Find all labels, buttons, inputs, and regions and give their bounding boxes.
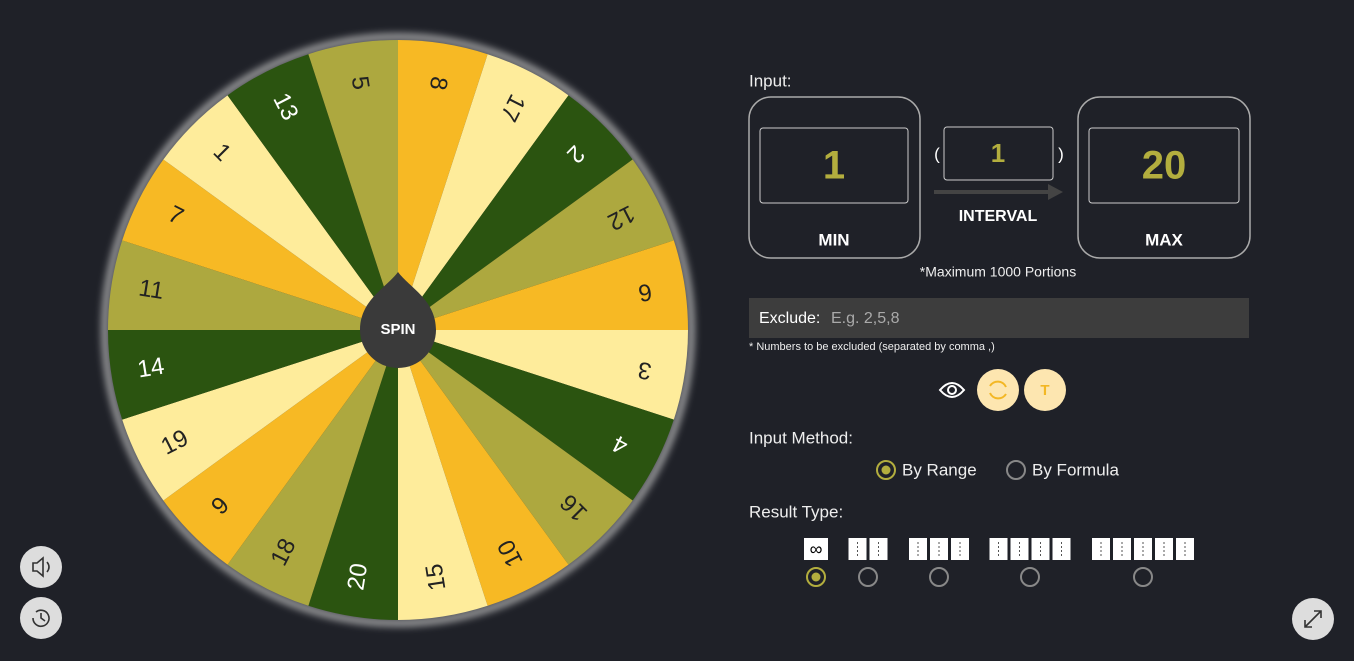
wheel-segment	[227, 330, 398, 606]
wheel-segment	[308, 40, 398, 330]
digit-box	[848, 538, 867, 560]
digit-box	[1031, 538, 1050, 560]
digit-box	[989, 538, 1008, 560]
digit-box	[930, 538, 948, 560]
max-input[interactable]	[1088, 127, 1240, 204]
interval-label: INTERVAL	[959, 208, 1038, 225]
max-card	[1077, 96, 1251, 259]
spin-button[interactable]	[360, 272, 436, 368]
result-radio[interactable]	[806, 567, 826, 587]
wheel-label: 11	[137, 274, 166, 305]
radio-dot	[811, 572, 821, 582]
digit-box	[1092, 538, 1110, 560]
wheel-segment	[163, 95, 398, 330]
wheel-segment	[398, 40, 488, 330]
wheel-segment	[398, 330, 488, 620]
wheel-segment	[398, 330, 633, 565]
wheel-segment	[308, 330, 398, 620]
result-type-label: Result Type:	[749, 502, 843, 521]
radio-formula[interactable]	[1006, 460, 1026, 480]
max-note: *Maximum 1000 Portions	[920, 264, 1076, 280]
result-radio[interactable]	[1020, 567, 1040, 587]
interval-value: 1	[991, 138, 1005, 168]
result-icon	[804, 538, 828, 560]
min-value: 1	[823, 144, 845, 188]
wheel-label: 8	[424, 75, 453, 92]
wheel-segment	[398, 240, 688, 330]
wheel-label: 15	[421, 562, 452, 593]
wheel-segment	[398, 330, 569, 606]
paren-open: (	[934, 144, 940, 163]
option-formula: By Formula	[1032, 460, 1119, 479]
wheel-segment	[122, 159, 399, 330]
input-label: Input:	[749, 71, 792, 90]
radio-range[interactable]	[876, 460, 896, 480]
min-card	[748, 96, 921, 259]
wheel-label: 6	[636, 278, 653, 307]
digit-box	[909, 538, 927, 560]
digit-box	[951, 538, 969, 560]
max-value: 20	[1142, 144, 1187, 188]
digit-box	[1052, 538, 1071, 560]
wheel-segment	[163, 330, 398, 565]
eye-outline	[938, 382, 966, 398]
wheel-segment	[108, 330, 398, 420]
wheel-label: 3	[636, 356, 653, 385]
digit-box	[1113, 538, 1131, 560]
max-label: MAX	[1145, 230, 1183, 249]
sound-button[interactable]	[20, 546, 62, 588]
input-method-label: Input Method:	[749, 428, 853, 447]
wheel-label: 5	[346, 74, 375, 91]
wheel-segment	[398, 95, 633, 330]
digit-box	[1155, 538, 1173, 560]
wheel-segment	[398, 330, 674, 501]
wheel-label: 20	[342, 561, 373, 592]
min-label: MIN	[818, 230, 849, 249]
result-types	[806, 538, 1194, 587]
history-icon	[32, 609, 50, 628]
wheel-segment	[398, 330, 688, 420]
refresh-icon	[989, 380, 1007, 400]
fullscreen-icon	[1304, 610, 1322, 628]
exclude-field[interactable]	[749, 298, 1249, 338]
interval-input[interactable]	[943, 126, 1054, 181]
option-range: By Range	[902, 460, 977, 479]
wheel-segment	[122, 330, 399, 501]
min-input[interactable]	[759, 127, 909, 204]
result-radio[interactable]	[1133, 567, 1153, 587]
infinity: ∞	[810, 539, 823, 559]
spin-label: SPIN	[380, 321, 415, 338]
wheel-segment	[398, 159, 674, 330]
wheel-segment	[108, 240, 398, 330]
toggle-letter: T	[1040, 382, 1049, 399]
exclude-note: * Numbers to be excluded (separated by c…	[749, 341, 995, 353]
digit-box	[1010, 538, 1029, 560]
digit-box	[1134, 538, 1152, 560]
eye-pupil	[947, 385, 957, 395]
eye-icon[interactable]	[938, 382, 966, 398]
wheel-segment	[398, 54, 569, 331]
exclude-placeholder: E.g. 2,5,8	[831, 310, 900, 327]
wheel-segment	[227, 54, 398, 331]
digit-box	[1176, 538, 1194, 560]
exclude-label: Exclude:	[759, 310, 820, 327]
radio-dot	[881, 465, 891, 475]
toggle-button[interactable]	[1024, 369, 1066, 411]
sound-icon	[32, 556, 50, 578]
result-radio[interactable]	[858, 567, 878, 587]
digit-box	[869, 538, 888, 560]
paren-close: )	[1058, 144, 1064, 163]
refresh-button[interactable]	[977, 369, 1019, 411]
wheel-glow	[102, 34, 694, 626]
result-radio[interactable]	[929, 567, 949, 587]
arrow-head	[1048, 184, 1063, 200]
wheel-label: 14	[136, 353, 167, 384]
